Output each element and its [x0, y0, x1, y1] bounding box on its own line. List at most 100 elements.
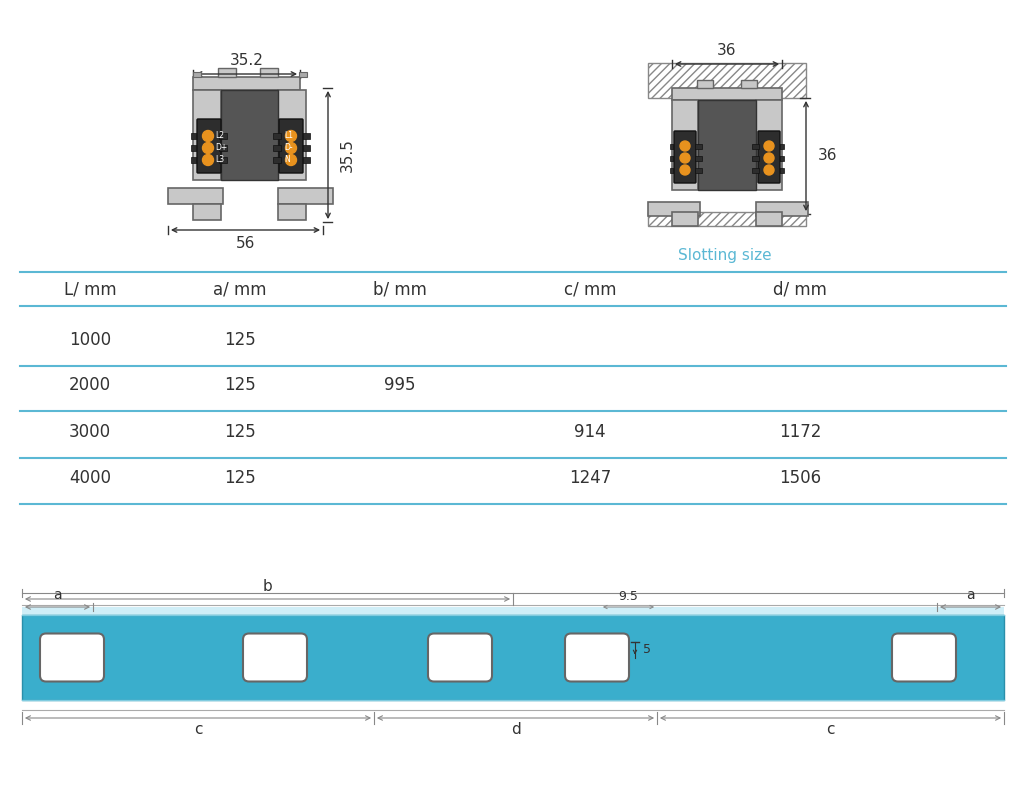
Text: 1172: 1172 [779, 423, 821, 441]
Bar [273, 133, 281, 139]
Text: d: d [511, 722, 520, 737]
Bar [278, 90, 306, 180]
Text: 4000: 4000 [69, 469, 111, 487]
Text: 125: 125 [224, 423, 255, 441]
Circle shape [764, 165, 774, 175]
FancyBboxPatch shape [40, 634, 104, 682]
Text: c: c [194, 722, 202, 737]
Bar [193, 77, 300, 90]
Circle shape [680, 153, 690, 163]
Bar [698, 100, 756, 190]
Bar [22, 692, 1004, 700]
Circle shape [202, 142, 213, 154]
Text: D-: D- [284, 143, 292, 153]
Bar [670, 144, 677, 149]
Bar [302, 133, 310, 139]
Text: 1247: 1247 [568, 469, 611, 487]
Bar [752, 156, 759, 161]
Text: 2000: 2000 [69, 376, 111, 394]
Bar [695, 168, 702, 173]
Text: 36: 36 [818, 149, 837, 163]
FancyBboxPatch shape [674, 131, 696, 183]
Bar [695, 156, 702, 161]
Text: b: b [263, 579, 272, 594]
Bar [777, 168, 784, 173]
Text: 914: 914 [575, 423, 605, 441]
Bar [273, 157, 281, 163]
Bar [168, 188, 223, 204]
Text: 9.5: 9.5 [619, 590, 638, 603]
Bar [219, 145, 227, 151]
Bar [278, 188, 333, 204]
Circle shape [202, 130, 213, 142]
Text: L3: L3 [215, 155, 224, 165]
Text: 125: 125 [224, 331, 255, 349]
Bar [756, 100, 782, 190]
Bar [193, 204, 221, 220]
Circle shape [764, 153, 774, 163]
Bar [193, 72, 201, 77]
Text: 36: 36 [717, 43, 737, 58]
Bar [695, 144, 702, 149]
FancyBboxPatch shape [758, 131, 780, 183]
Bar [756, 212, 782, 226]
Text: c/ mm: c/ mm [563, 281, 617, 299]
Circle shape [764, 141, 774, 151]
FancyBboxPatch shape [565, 634, 629, 682]
Bar [672, 212, 698, 226]
Bar [218, 68, 236, 77]
Circle shape [285, 130, 297, 142]
Circle shape [680, 141, 690, 151]
Circle shape [285, 142, 297, 154]
Text: 995: 995 [385, 376, 416, 394]
Text: 1506: 1506 [779, 469, 821, 487]
Text: 5: 5 [643, 643, 652, 656]
FancyBboxPatch shape [279, 119, 303, 173]
Text: 56: 56 [236, 236, 255, 251]
FancyBboxPatch shape [892, 634, 956, 682]
Bar [193, 90, 221, 180]
Text: 1000: 1000 [69, 331, 111, 349]
Text: L1: L1 [284, 131, 293, 141]
Bar [302, 145, 310, 151]
Text: D+: D+ [215, 143, 227, 153]
Bar [741, 80, 757, 88]
Bar [221, 90, 278, 180]
Bar [670, 168, 677, 173]
Bar [752, 144, 759, 149]
Bar [648, 212, 806, 226]
Text: L2: L2 [215, 131, 224, 141]
Text: L/ mm: L/ mm [64, 281, 116, 299]
Bar [260, 68, 278, 77]
Bar [756, 202, 808, 216]
Text: Slotting size: Slotting size [678, 248, 772, 263]
Bar [219, 133, 227, 139]
Text: a/ mm: a/ mm [213, 281, 267, 299]
FancyBboxPatch shape [197, 119, 221, 173]
Bar [697, 80, 713, 88]
Text: 125: 125 [224, 376, 255, 394]
Bar [219, 157, 227, 163]
Bar [22, 607, 1004, 615]
Bar [273, 145, 281, 151]
Text: d/ mm: d/ mm [773, 281, 827, 299]
Bar [672, 88, 782, 100]
Bar [191, 145, 199, 151]
Bar [191, 133, 199, 139]
Bar [648, 202, 700, 216]
Bar [648, 63, 806, 98]
Text: 35.2: 35.2 [230, 53, 264, 68]
Text: 35.5: 35.5 [340, 138, 355, 172]
Circle shape [285, 154, 297, 166]
Text: c: c [826, 722, 835, 737]
FancyBboxPatch shape [428, 634, 492, 682]
Bar [191, 157, 199, 163]
Circle shape [202, 154, 213, 166]
Bar [22, 615, 1004, 700]
Bar [278, 204, 306, 220]
Bar [302, 157, 310, 163]
Text: N: N [284, 155, 289, 165]
Bar [670, 156, 677, 161]
Circle shape [680, 165, 690, 175]
Bar [672, 100, 698, 190]
